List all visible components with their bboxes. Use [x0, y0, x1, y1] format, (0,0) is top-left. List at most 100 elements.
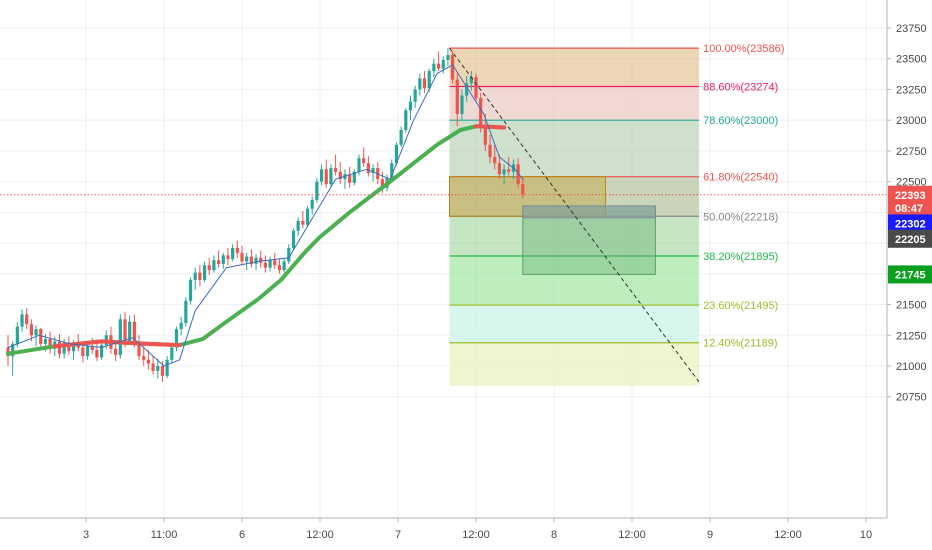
candle-body — [446, 55, 450, 60]
time-tick-label: 12:00 — [462, 529, 490, 541]
candle-body — [90, 346, 94, 350]
price-badge[interactable]: 22205 — [888, 229, 932, 248]
price-tick-label: 23500 — [896, 54, 927, 66]
candle-body — [497, 163, 501, 175]
candle — [451, 51, 455, 84]
candle-body — [202, 265, 207, 280]
price-badge[interactable]: 21745 — [888, 265, 932, 284]
candle — [202, 261, 207, 283]
candle — [305, 206, 310, 228]
candle — [483, 114, 487, 151]
candle-body — [249, 256, 253, 264]
candle — [422, 71, 427, 94]
candle — [334, 154, 338, 176]
price-badge[interactable]: 22302 — [888, 214, 932, 233]
candle-body — [170, 347, 174, 360]
position-box[interactable] — [522, 205, 656, 219]
time-tick-label: 8 — [551, 529, 557, 541]
candle-body — [263, 262, 267, 268]
candle-body — [179, 322, 183, 330]
candle — [184, 297, 188, 327]
candle-body — [319, 169, 324, 182]
fib-zone — [449, 86, 700, 121]
candle — [390, 159, 394, 181]
price-tick-label: 21250 — [896, 330, 927, 342]
price-badge-bg — [888, 199, 932, 218]
candle-body — [432, 63, 436, 72]
candle-body — [390, 163, 394, 178]
candle — [128, 315, 132, 346]
candlestick-series — [6, 48, 525, 382]
candle-body — [81, 347, 85, 357]
fib-zone — [449, 305, 700, 343]
candle-body — [408, 101, 413, 111]
candle-body — [48, 338, 52, 349]
candle — [29, 319, 33, 342]
candle-body — [259, 257, 263, 263]
candle-body — [315, 181, 319, 201]
candle — [446, 48, 450, 67]
candle-body — [305, 208, 310, 225]
candle — [474, 73, 478, 102]
candle-body — [348, 174, 352, 183]
candle-body — [207, 265, 211, 271]
fib-zone — [449, 255, 700, 306]
candle-body — [29, 324, 33, 336]
candle — [404, 107, 408, 133]
candle-body — [516, 164, 520, 185]
fib-level-label: 100.00%(23586) — [703, 43, 784, 55]
price-badge[interactable]: 08:47 — [888, 199, 932, 218]
candle-body — [273, 260, 277, 266]
candle-body — [193, 272, 197, 280]
candle — [34, 325, 38, 347]
candle-body — [469, 77, 473, 84]
price-tick-label: 23250 — [896, 84, 927, 96]
candle — [221, 252, 225, 269]
candle — [170, 343, 174, 364]
candle-body — [338, 171, 342, 180]
candle-body — [15, 326, 19, 344]
candle-body — [231, 247, 235, 260]
candle-body — [165, 359, 169, 376]
candle-body — [198, 272, 202, 280]
candle — [231, 244, 235, 262]
candle — [296, 217, 300, 236]
candle-body — [212, 260, 216, 271]
candle-body — [465, 83, 469, 96]
candle — [502, 164, 506, 185]
candle — [245, 252, 249, 271]
candle-body — [268, 260, 272, 268]
candle — [188, 277, 193, 305]
price-badge-bg — [888, 229, 932, 248]
candle-body — [310, 200, 314, 209]
overlay-boxes[interactable] — [448, 176, 656, 275]
candle-body — [114, 348, 118, 355]
candle — [249, 249, 253, 268]
candle — [207, 257, 211, 276]
candle — [507, 157, 511, 176]
candle — [497, 154, 501, 180]
time-tick-label: 3 — [83, 529, 89, 541]
candle — [259, 250, 263, 268]
candle — [6, 335, 10, 366]
candle-body — [329, 168, 333, 185]
candle — [114, 342, 118, 362]
candle — [217, 250, 221, 268]
candle-body — [301, 220, 305, 225]
candle-body — [128, 321, 132, 342]
candle — [521, 177, 525, 199]
candle-body — [34, 329, 38, 336]
candle — [455, 73, 459, 127]
grid — [0, 0, 887, 518]
candle-body — [160, 365, 165, 376]
candle-body — [71, 345, 76, 352]
candle-body — [226, 255, 230, 260]
time-axis-bg — [0, 518, 932, 550]
candle — [263, 255, 267, 273]
candle — [226, 247, 230, 266]
time-tick-label: 7 — [395, 529, 401, 541]
candle-body — [427, 71, 431, 89]
candle — [399, 126, 403, 148]
